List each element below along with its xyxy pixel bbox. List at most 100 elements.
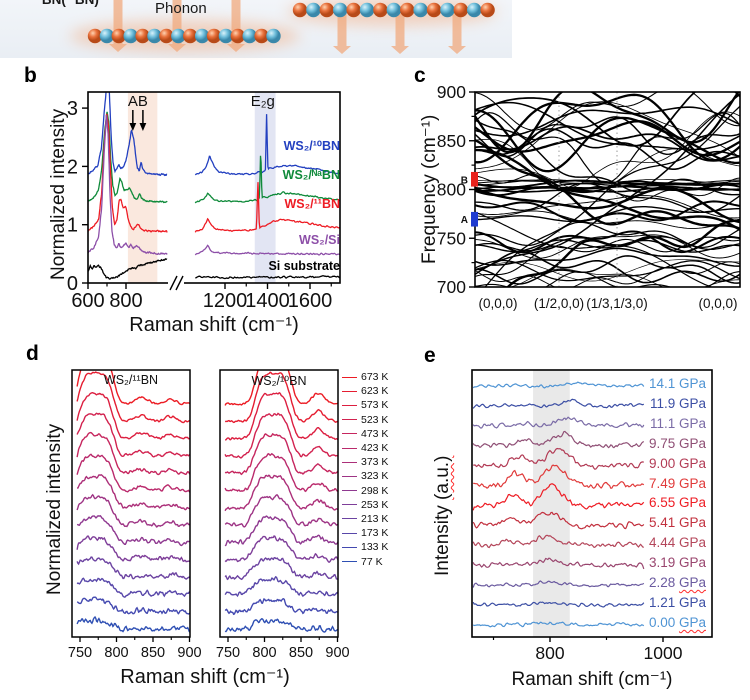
nitrogen-atom [218,28,234,44]
legend-temperature-label: 253 K [361,498,389,511]
legend-temperature-label: 213 K [361,512,389,525]
legend-item-253K: 253 K [342,498,388,512]
phonon-bands [475,92,740,287]
pressure-spectrum-curve [472,430,645,449]
spectrum-curve-4 [195,275,340,280]
k-point-label: (0,0,0) [698,296,737,311]
spectrum-curve-2 [194,182,340,233]
svg-text:1: 1 [67,215,78,237]
pressure-spectrum-curve [472,416,645,429]
legend-temperature-label: 573 K [361,399,389,412]
temp-spectrum-curve [76,615,190,634]
pressure-value: 0.00 [648,614,679,630]
legend-temperature-label: 373 K [361,456,389,469]
panel-b-raman-spectra: b Normalized intensity 0 1 2 3 600 800 1200 140… [18,62,386,340]
nitrogen-atom [266,28,281,44]
temp-spectrum-curve [224,432,338,476]
boron-atom [319,2,334,18]
legend-line-swatch [342,475,357,477]
boron-atom [292,2,308,18]
pressure-label-9.75: 9.75 GPa [620,436,706,451]
pressure-spectrum-curve [472,601,645,608]
temp-spectrum-curve [76,535,190,563]
spectrum-curve-3 [88,115,168,255]
panel-d-x-axis-label: Raman shift (cm⁻¹) [120,666,290,688]
mode-marker-label: A [461,215,468,226]
nitrogen-atom [413,2,428,18]
legend-item-423K: 423 K [342,441,388,455]
panel-d-subplot-title-11bn: WS₂/¹¹BN [103,373,159,387]
legend-line-swatch [342,404,357,406]
boron-atom [135,28,150,44]
boron-atom [346,2,361,18]
svg-text:0: 0 [67,273,78,295]
temperature-legend: 673 K 623 K 573 K 523 K 473 K 423 K 373 K 323 K… [342,370,388,569]
svg-text:850: 850 [437,131,466,151]
pressure-value: 11.1 [649,415,679,431]
panel-b-x-axis-label: Raman shift (cm⁻¹) [129,314,299,336]
pressure-unit: GPa [678,376,706,391]
series-label-0: WS₂/¹⁰BN [283,139,340,153]
k-point-label: (0,0,0) [478,296,517,311]
temp-spectrum-curve [224,474,338,512]
phonon-label: Phonon [155,0,207,17]
pressure-unit: GPa [678,515,706,531]
legend-item-323K: 323 K [342,469,388,483]
panel-b-frame [87,91,341,284]
temp-spectrum-curve [76,391,190,440]
spectrum-curve-3 [194,244,340,256]
panel-c-letter: c [414,64,426,87]
legend-item-173K: 173 K [342,526,388,540]
legend-temperature-label: 323 K [361,470,389,483]
pressure-spectrum-curve [472,381,645,389]
spectrum-curve-1 [194,155,340,204]
panel-d-plot: 750 800 850 900 750 800 850 900 [68,369,350,661]
panel-e-plot: 800 1000 [471,369,713,663]
nitrogen-atom [147,28,162,44]
temp-spectrum-curve [77,514,190,547]
pressure-label-0.00: 0.00 GPa [620,615,706,630]
legend-item-573K: 573 K [342,398,388,412]
temp-spectrum-curve [76,577,190,598]
pressure-spectrum-curve [472,557,645,570]
pressure-unit: GPa [678,495,706,511]
svg-text:850: 850 [141,645,165,661]
k-point-label: (1/2,0,0) [534,296,584,311]
mode-marker-a [471,211,478,227]
svg-text:750: 750 [68,645,92,661]
pressure-label-6.55: 6.55 GPa [620,495,706,510]
temp-spectrum-curve [224,618,338,633]
nitrogen-atom [333,2,348,18]
pressure-spectrum-curve [472,580,645,588]
series-label-1: WS₂/ᴺᵃBN [282,168,340,182]
pressure-unit: GPa [678,455,706,471]
pressure-unit: GPa [678,435,706,451]
pressure-label-5.41: 5.41 GPa [620,515,706,530]
pressure-spectrum-curve [472,398,645,409]
boron-atom [480,2,495,18]
nitrogen-atom [386,2,401,18]
legend-temperature-label: 473 K [361,427,389,440]
svg-text:1600: 1600 [288,290,333,312]
pressure-label-14.1: 14.1 GPa [620,376,706,391]
panel-c-phonon-dispersion: c Frequency (cm⁻¹) 700 750 800 850 900 (0,0,0… [398,62,750,340]
legend-item-623K: 623 K [342,384,388,398]
pressure-spectrum-curve [472,511,645,530]
legend-line-swatch [342,518,357,520]
mode-marker-b [471,171,478,187]
legend-item-213K: 213 K [342,512,388,526]
temp-spectrum-curve [77,474,190,511]
pressure-unit: GPa [678,614,706,630]
boron-atom [183,28,198,44]
svg-text:800: 800 [104,645,128,661]
temp-spectrum-curve [225,391,338,441]
nitrogen-atom [171,28,186,44]
legend-item-298K: 298 K [342,484,388,498]
boron-atom [254,28,269,44]
svg-text:750: 750 [437,228,466,248]
pressure-label-3.19: 3.19 GPa [620,555,706,570]
pressure-value: 14.1 [648,376,679,391]
legend-item-473K: 473 K [342,427,388,441]
